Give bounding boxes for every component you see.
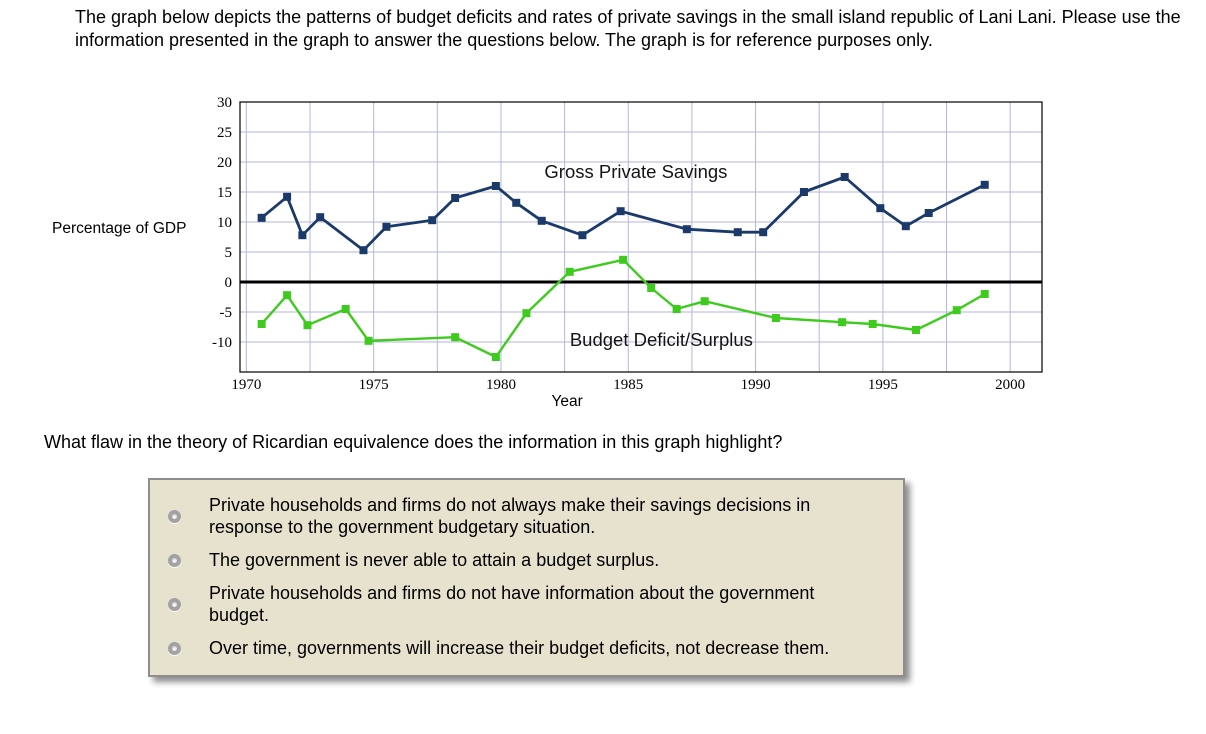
answer-options-box: Private households and firms do not alwa… [148,478,905,677]
question-text: What flaw in the theory of Ricardian equ… [44,432,783,452]
svg-text:10: 10 [217,215,232,231]
instructions-text: The graph below depicts the patterns of … [75,7,1181,50]
svg-text:1995: 1995 [868,377,898,393]
svg-text:Budget Deficit/Surplus: Budget Deficit/Surplus [570,329,753,350]
svg-text:1985: 1985 [613,377,643,393]
answer-option-3[interactable]: Private households and firms do not have… [168,582,863,626]
answer-option-2[interactable]: The government is never able to attain a… [168,549,863,571]
svg-text:20: 20 [217,155,232,171]
svg-text:0: 0 [225,275,233,291]
svg-text:1980: 1980 [486,377,516,393]
answer-option-label: The government is never able to attain a… [209,550,660,570]
svg-text:15: 15 [217,185,232,201]
svg-text:1975: 1975 [359,377,389,393]
svg-text:1970: 1970 [231,377,261,393]
radio-button-1[interactable] [168,509,181,523]
radio-button-2[interactable] [168,553,181,567]
svg-text:Year: Year [552,393,583,410]
answer-option-4[interactable]: Over time, governments will increase the… [168,637,863,659]
svg-text:-5: -5 [220,305,233,321]
svg-text:5: 5 [225,245,233,261]
svg-text:Gross Private Savings: Gross Private Savings [544,161,727,182]
svg-text:25: 25 [217,125,232,141]
svg-text:30: 30 [217,95,232,111]
savings-deficit-chart: Gross Private Savings Budget Deficit/Surp… [52,95,1043,410]
answer-option-label: Private households and firms do not alwa… [209,495,811,537]
answer-option-label: Over time, governments will increase the… [209,638,830,658]
radio-button-3[interactable] [168,597,181,611]
svg-text:Percentage of GDP: Percentage of GDP [52,220,186,237]
answer-option-1[interactable]: Private households and firms do not alwa… [168,494,863,538]
radio-button-4[interactable] [168,641,181,655]
svg-text:1990: 1990 [741,377,771,393]
svg-text:2000: 2000 [995,377,1025,393]
svg-text:-10: -10 [212,335,232,351]
answer-option-label: Private households and firms do not have… [209,583,815,625]
